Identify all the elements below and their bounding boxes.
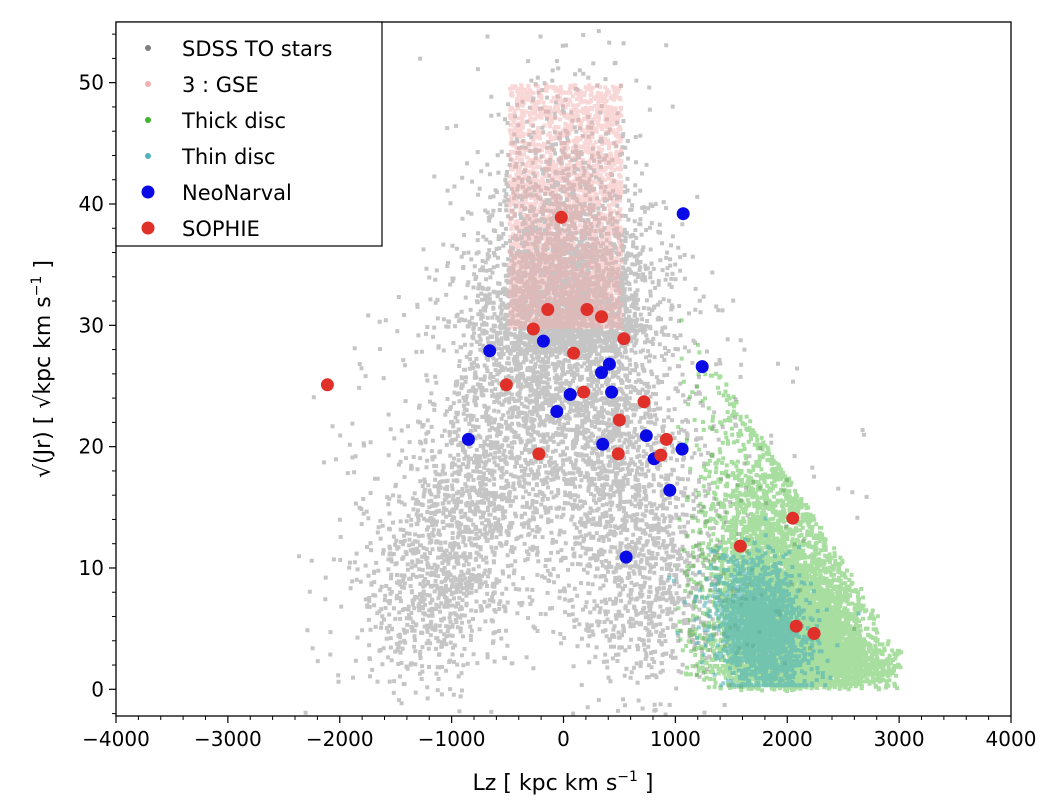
- density-3-gse: [507, 83, 624, 330]
- legend-entry: Thin disc: [145, 145, 276, 169]
- legend-label: SDSS TO stars: [182, 37, 333, 61]
- y-tick-label: 40: [79, 192, 104, 216]
- neonarval-point: [605, 385, 619, 399]
- neonarval-point: [595, 366, 608, 380]
- legend-entry: Thick disc: [145, 109, 286, 133]
- y-tick-label: 10: [79, 556, 104, 580]
- sophie-point: [611, 447, 625, 461]
- x-tick-label: 2000: [762, 727, 813, 751]
- neonarval-point: [550, 405, 564, 418]
- sophie-point: [580, 303, 594, 316]
- neonarval-point: [619, 550, 633, 564]
- neonarval-point: [663, 483, 677, 497]
- legend-entry: 3 : GSE: [145, 73, 259, 97]
- sophie-point: [526, 322, 540, 336]
- x-tick-label: −4000: [82, 727, 150, 751]
- sophie-point: [807, 627, 821, 640]
- legend-marker: [145, 117, 151, 123]
- y-tick-label: 30: [79, 313, 104, 337]
- legend-label: 3 : GSE: [182, 73, 259, 97]
- legend-label: Thin disc: [181, 145, 276, 169]
- sophie-point: [654, 448, 668, 462]
- neonarval-point: [675, 442, 689, 456]
- neonarval-point: [563, 388, 577, 401]
- density-layer: [297, 29, 904, 716]
- y-tick-label: 50: [79, 71, 104, 95]
- sophie-point: [532, 447, 546, 461]
- sophie-point: [612, 413, 626, 427]
- legend-box: [115, 21, 383, 247]
- sophie-point: [541, 303, 555, 316]
- series-sophie: [320, 210, 821, 640]
- x-tick-label: −3000: [194, 727, 262, 751]
- y-tick-label: 0: [91, 677, 104, 701]
- y-tick-label: 20: [79, 435, 104, 459]
- y-axis-label: √(Jr) [ √kpc km s−1 ]: [29, 260, 56, 478]
- legend-entry: NeoNarval: [141, 181, 292, 205]
- neonarval-point: [695, 360, 709, 374]
- sophie-point: [733, 539, 747, 553]
- legend-marker: [141, 185, 155, 199]
- series-layer: [320, 207, 821, 640]
- legend-marker: [145, 153, 151, 159]
- density-thin-disc: [667, 516, 861, 688]
- x-tick-label: 3000: [874, 727, 925, 751]
- sophie-point: [789, 619, 803, 633]
- neonarval-point: [676, 207, 690, 221]
- legend-entry: SDSS TO stars: [145, 37, 333, 61]
- neonarval-point: [536, 334, 550, 348]
- density-sdss-to-stars: [297, 29, 869, 716]
- legend-marker: [141, 221, 155, 235]
- legend-label: SOPHIE: [182, 217, 260, 241]
- sophie-point: [577, 385, 591, 399]
- x-axis: −4000 −3000 −2000 −1000 0 1000 2000 3000 4000: [82, 716, 1036, 751]
- legend-label: NeoNarval: [182, 181, 292, 205]
- x-tick-label: 4000: [986, 727, 1037, 751]
- sophie-point: [554, 210, 568, 224]
- sophie-point: [617, 332, 631, 346]
- x-tick-label: 1000: [650, 727, 701, 751]
- sophie-point: [499, 378, 513, 392]
- sophie-point: [786, 511, 800, 525]
- neonarval-point: [602, 357, 616, 371]
- x-axis-label: Lz [ kpc km s−1 ]: [472, 769, 653, 796]
- neonarval-point: [596, 437, 610, 451]
- neonarval-point: [483, 344, 497, 358]
- sophie-point: [567, 346, 581, 360]
- sophie-point: [320, 378, 334, 392]
- legend-label: Thick disc: [181, 109, 286, 133]
- density-thick-disc: [675, 318, 904, 694]
- neonarval-point: [461, 432, 475, 446]
- legend-marker: [145, 45, 151, 51]
- x-tick-label: 0: [557, 727, 570, 751]
- sophie-point: [659, 432, 673, 446]
- y-axis: 0 10 20 30 40 50: [79, 33, 116, 715]
- neonarval-point: [639, 429, 653, 443]
- x-tick-label: −1000: [418, 727, 486, 751]
- legend-marker: [145, 81, 151, 87]
- x-tick-label: −2000: [306, 727, 374, 751]
- sophie-point: [637, 395, 651, 409]
- sophie-point: [595, 310, 608, 324]
- legend: SDSS TO stars 3 : GSE Thick disc Thin disc N…: [115, 21, 383, 247]
- legend-entry: SOPHIE: [141, 217, 260, 241]
